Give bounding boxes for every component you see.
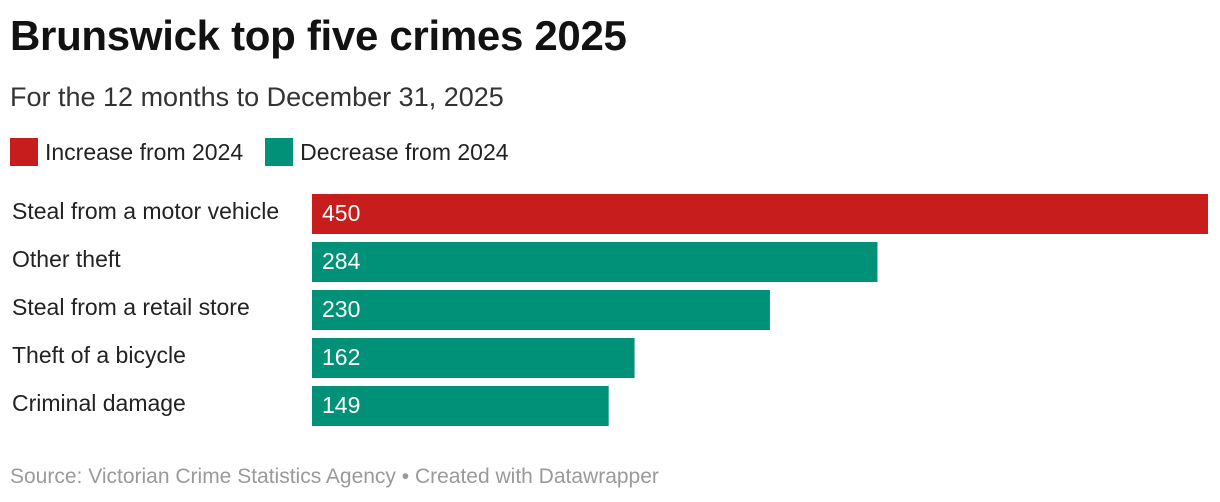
chart-title: Brunswick top five crimes 2025: [10, 12, 627, 59]
data-label: 162: [322, 344, 360, 370]
data-label: 450: [322, 200, 360, 226]
bar: [312, 386, 609, 426]
chart-legend: Increase from 2024 Decrease from 2024: [10, 137, 531, 167]
category-label: Other theft: [12, 246, 121, 272]
legend-swatch-increase: [10, 138, 38, 166]
chart-subtitle: For the 12 months to December 31, 2025: [10, 82, 504, 112]
bar: [312, 242, 878, 282]
chart-source: Source: Victorian Crime Statistics Agenc…: [10, 465, 659, 488]
legend-label-decrease: Decrease from 2024: [300, 138, 509, 165]
legend-label-increase: Increase from 2024: [45, 138, 244, 165]
category-label: Steal from a motor vehicle: [12, 198, 279, 224]
data-label: 230: [322, 296, 360, 322]
legend-swatch-decrease: [265, 138, 294, 166]
legend-item-increase: Increase from 2024: [10, 138, 243, 166]
category-label: Steal from a retail store: [12, 294, 250, 320]
bar-chart: Steal from a motor vehicle 450 Other theft…: [12, 194, 1208, 426]
category-label: Criminal damage: [12, 390, 186, 416]
bar: [312, 290, 770, 330]
category-label: Theft of a bicycle: [12, 342, 186, 368]
bar: [312, 194, 1208, 234]
data-label: 284: [322, 248, 361, 274]
bar: [312, 338, 635, 378]
data-label: 149: [322, 392, 360, 418]
legend-item-decrease: Decrease from 2024: [265, 138, 509, 166]
